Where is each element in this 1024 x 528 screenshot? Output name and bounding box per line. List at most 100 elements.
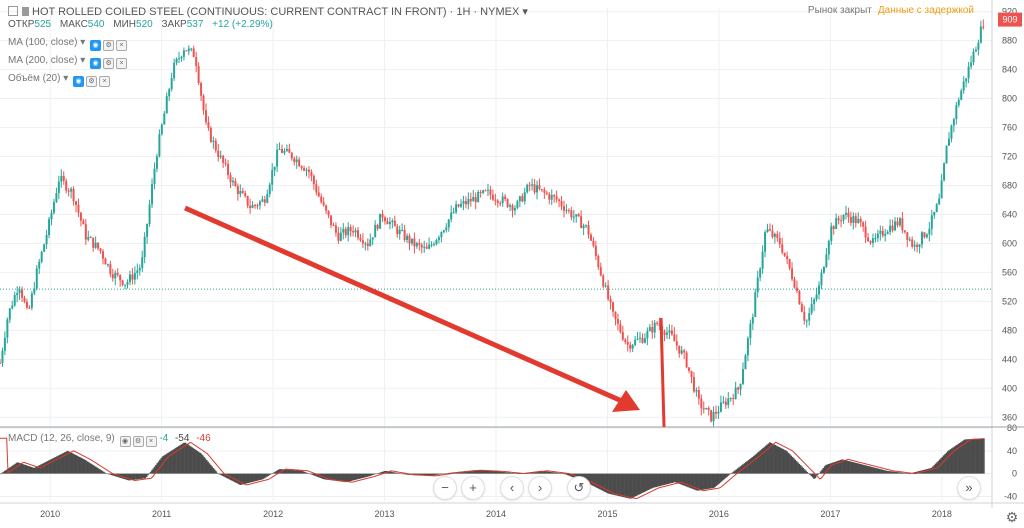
candle-body bbox=[420, 244, 423, 248]
macd-hist-bar bbox=[769, 442, 771, 474]
macd-hist-bar bbox=[942, 455, 945, 474]
candle-body bbox=[928, 228, 931, 235]
settings-icon[interactable]: ⚙ bbox=[103, 40, 115, 51]
macd-hist-bar bbox=[975, 438, 977, 474]
candle-body bbox=[587, 225, 590, 235]
go-to-latest-button[interactable]: » bbox=[957, 476, 981, 500]
eye-icon[interactable]: ◉ bbox=[90, 58, 102, 69]
y-tick-label: 840 bbox=[1002, 65, 1017, 75]
zoom-out-button[interactable]: − bbox=[433, 476, 457, 500]
candle-body bbox=[499, 203, 502, 205]
candle-body bbox=[158, 134, 161, 157]
macd-hist-bar bbox=[84, 459, 86, 474]
macd-hist-bar bbox=[468, 470, 470, 474]
scroll-left-button[interactable]: ‹ bbox=[500, 476, 524, 500]
macd-hist-bar bbox=[803, 469, 806, 474]
macd-hist-bar bbox=[242, 473, 244, 485]
candle-body bbox=[876, 233, 879, 239]
macd-hist-bar bbox=[845, 460, 847, 474]
eye-icon[interactable]: ◉ bbox=[119, 436, 131, 447]
macd-hist-bar bbox=[703, 473, 706, 490]
macd-hist-bar bbox=[977, 438, 980, 474]
macd-value-signal: -46 bbox=[196, 433, 211, 444]
settings-icon[interactable]: ⚙ bbox=[86, 76, 98, 87]
macd-hist-bar bbox=[929, 468, 932, 474]
eye-icon[interactable]: ◉ bbox=[73, 76, 85, 87]
macd-hist-bar bbox=[858, 463, 861, 474]
candle-body bbox=[153, 168, 156, 185]
macd-hist-bar bbox=[755, 453, 758, 474]
macd-hist-bar bbox=[516, 473, 518, 474]
scroll-right-button[interactable]: › bbox=[528, 476, 552, 500]
indicator-volume[interactable]: Объём (20) ▾ ◉ ⚙ × bbox=[8, 73, 111, 87]
candle-body bbox=[131, 274, 134, 280]
candle-body bbox=[327, 210, 330, 216]
y-tick-label: 680 bbox=[1002, 180, 1017, 190]
candle-body bbox=[258, 201, 261, 206]
macd-hist-bar bbox=[670, 473, 672, 484]
candle-body bbox=[526, 184, 529, 193]
indicator-macd[interactable]: MACD (12, 26, close, 9) ◉ ⚙ × -4 -54 -46 bbox=[8, 433, 211, 447]
macd-hist-bar bbox=[121, 473, 124, 479]
macd-hist-bar bbox=[304, 472, 307, 474]
close-icon[interactable]: × bbox=[116, 40, 128, 51]
close-icon[interactable]: × bbox=[116, 58, 128, 69]
reset-button[interactable]: ↺ bbox=[567, 476, 591, 500]
macd-hist-bar bbox=[338, 473, 340, 482]
macd-hist-bar bbox=[240, 473, 243, 485]
macd-hist-bar bbox=[405, 473, 407, 475]
settings-icon[interactable]: ⚙ bbox=[103, 58, 115, 69]
candle-body bbox=[109, 264, 112, 275]
macd-hist-bar bbox=[415, 473, 418, 476]
macd-hist-bar bbox=[57, 455, 60, 474]
macd-hist-bar bbox=[961, 441, 964, 474]
chevron-down-icon[interactable]: ▾ bbox=[80, 55, 86, 66]
candle-body bbox=[761, 251, 764, 269]
zoom-in-button[interactable]: + bbox=[461, 476, 485, 500]
grid bbox=[0, 8, 992, 501]
macd-hist-bar bbox=[486, 470, 489, 474]
macd-hist-bar bbox=[608, 473, 611, 494]
macd-hist-bar bbox=[188, 445, 191, 474]
indicator-ma100[interactable]: MA (100, close) ▾ ◉ ⚙ × bbox=[8, 37, 128, 51]
macd-hist-bar bbox=[842, 459, 845, 474]
candle-body bbox=[332, 225, 335, 227]
macd-hist-bar bbox=[111, 473, 113, 476]
macd-hist-bar bbox=[589, 473, 592, 485]
chevron-down-icon[interactable]: ▾ bbox=[80, 37, 86, 48]
gear-icon[interactable]: ⚙ bbox=[1005, 509, 1019, 525]
settings-icon[interactable]: ⚙ bbox=[132, 436, 144, 447]
delayed-data-link[interactable]: Данные с задержкой bbox=[877, 5, 974, 16]
macd-hist-bar bbox=[644, 473, 647, 492]
macd-hist-bar bbox=[353, 473, 355, 481]
macd-hist-bar bbox=[658, 473, 660, 487]
candle-body bbox=[491, 194, 494, 200]
x-tick-label: 2013 bbox=[375, 509, 395, 519]
macd-hist-bar bbox=[664, 473, 667, 485]
indicator-ma200[interactable]: MA (200, close) ▾ ◉ ⚙ × bbox=[8, 55, 128, 69]
macd-hist-bar bbox=[497, 471, 500, 474]
chevron-down-icon[interactable]: ▾ bbox=[522, 6, 528, 18]
macd-hist-bar bbox=[904, 473, 906, 474]
close-icon[interactable]: × bbox=[145, 436, 157, 447]
macd-hist-bar bbox=[913, 472, 916, 474]
macd-hist-bar bbox=[129, 473, 132, 481]
candle-body bbox=[523, 192, 526, 202]
macd-hist-bar bbox=[750, 458, 752, 474]
macd-hist-bar bbox=[30, 467, 33, 474]
candle-body bbox=[361, 240, 364, 244]
macd-hist-bar bbox=[266, 473, 268, 477]
candle-body bbox=[962, 81, 965, 91]
candle-body bbox=[190, 48, 193, 50]
collapse-icon[interactable] bbox=[8, 6, 18, 16]
eye-icon[interactable]: ◉ bbox=[90, 40, 102, 51]
macd-hist-bar bbox=[674, 473, 676, 483]
candle-body bbox=[589, 234, 592, 241]
chevron-down-icon[interactable]: ▾ bbox=[63, 73, 69, 84]
macd-hist-bar bbox=[889, 471, 892, 474]
close-icon[interactable]: × bbox=[99, 76, 111, 87]
candle-body bbox=[374, 224, 377, 238]
macd-hist-bar bbox=[810, 473, 813, 477]
macd-hist-bar bbox=[417, 473, 419, 476]
